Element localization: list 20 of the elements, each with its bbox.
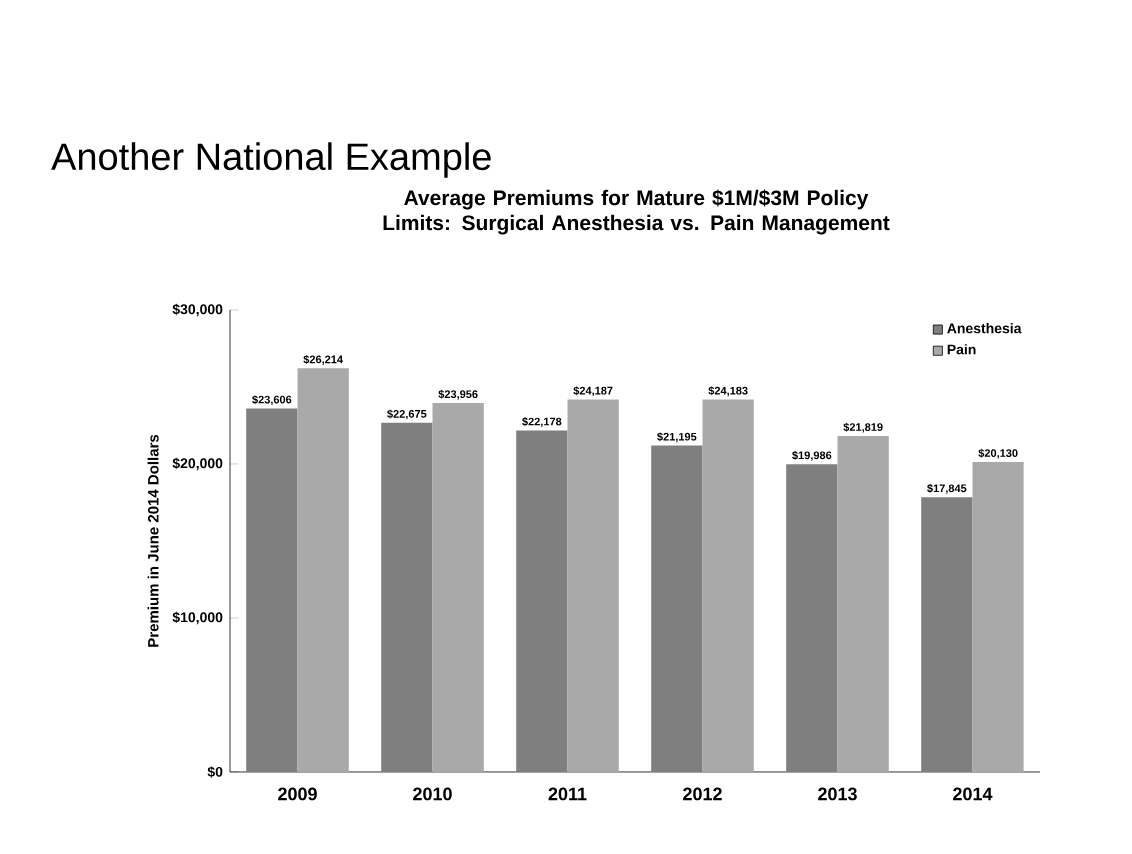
bar xyxy=(651,445,703,772)
x-tick-label: 2011 xyxy=(548,787,587,801)
x-tick-label: 2013 xyxy=(818,787,857,801)
x-tick-label: 2014 xyxy=(953,787,993,801)
bar xyxy=(567,399,619,772)
bar xyxy=(381,422,433,772)
x-tick-label: 2012 xyxy=(683,787,722,801)
x-tick-label: 2010 xyxy=(413,787,452,801)
bar xyxy=(432,403,484,772)
bar xyxy=(297,368,349,772)
bar xyxy=(921,497,973,772)
bar xyxy=(516,430,568,772)
bar xyxy=(702,399,754,772)
chart-title: Another National Example xyxy=(51,142,491,178)
bar xyxy=(837,435,889,772)
bar xyxy=(972,461,1024,772)
x-tick-label: 2009 xyxy=(278,787,317,801)
bar xyxy=(786,464,838,772)
chart-subtitle: Average Premiums for Mature $1M/$3M Policy Limits: Surgical Anesthesia vs. Pain Management xyxy=(383,189,890,235)
bar xyxy=(246,408,298,772)
